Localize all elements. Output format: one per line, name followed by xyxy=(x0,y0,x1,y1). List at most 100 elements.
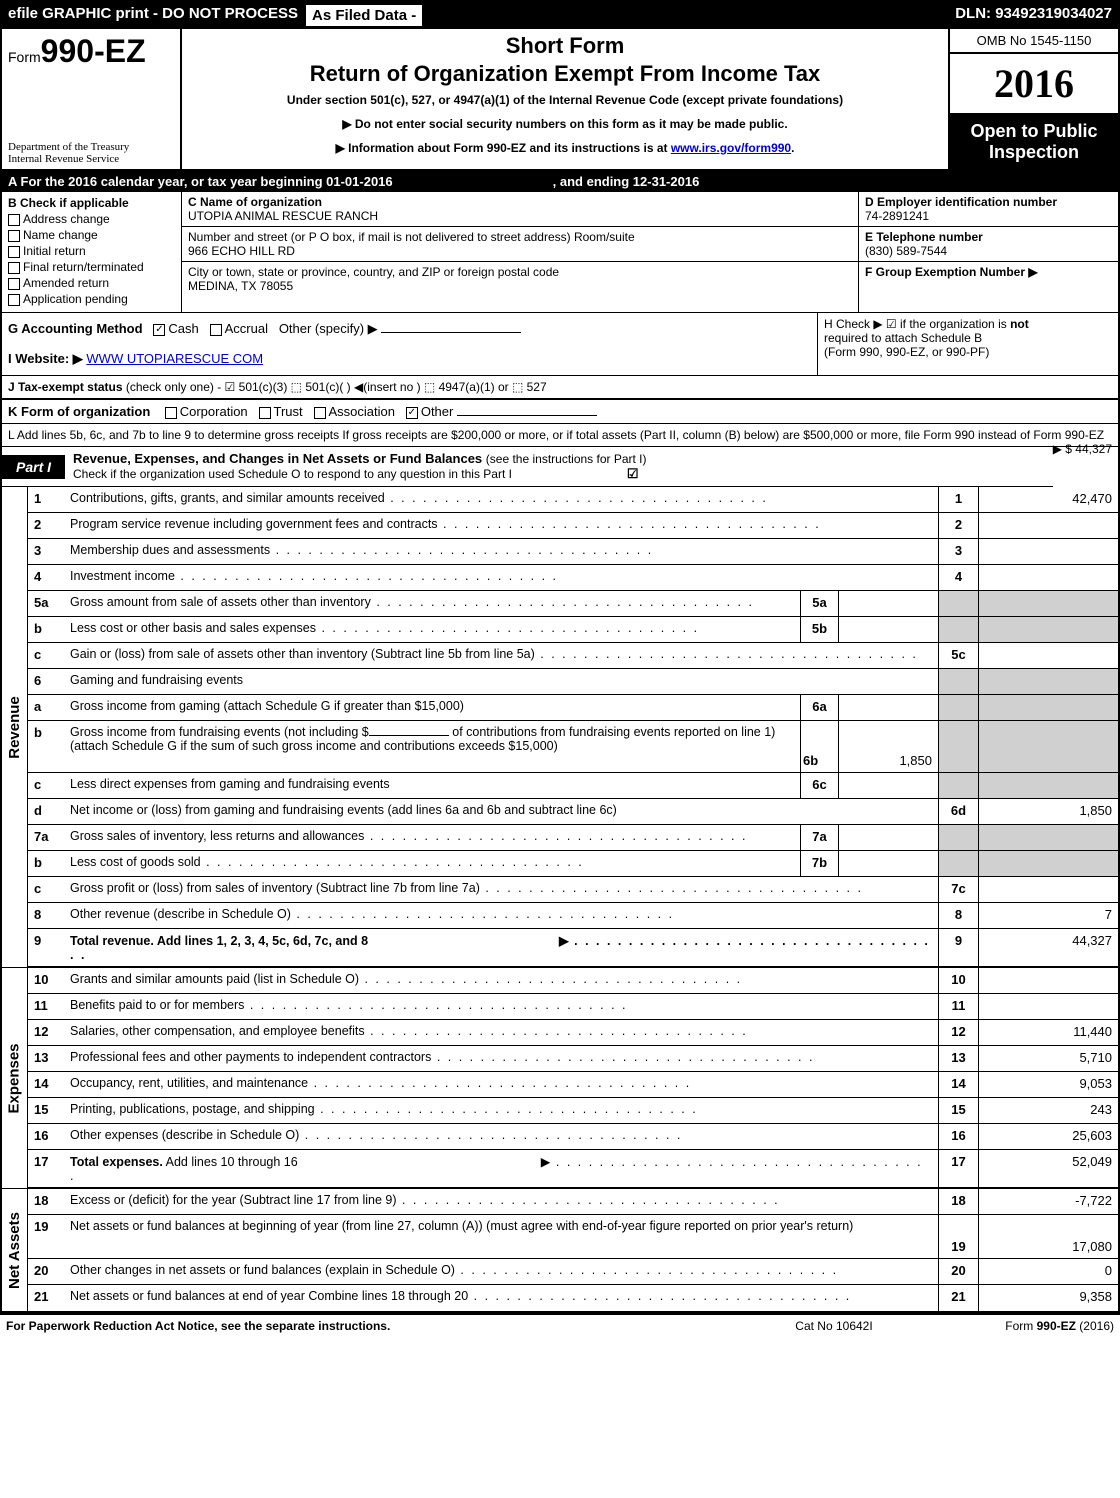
org-name: UTOPIA ANIMAL RESCUE RANCH xyxy=(188,209,852,223)
revenue-section: Revenue 1 Contributions, gifts, grants, … xyxy=(2,487,1118,967)
tax-year: 2016 xyxy=(950,54,1118,115)
accounting-method-label: G Accounting Method xyxy=(8,321,143,336)
line-18-value: -7,722 xyxy=(978,1189,1118,1214)
line-15: 15 Printing, publications, postage, and … xyxy=(28,1098,1118,1124)
group-exemption-label: F Group Exemption Number ▶ xyxy=(865,265,1112,279)
accrual-check[interactable] xyxy=(210,324,222,336)
expenses-side-label: Expenses xyxy=(2,968,28,1188)
line-9: 9 Total revenue. Add lines 1, 2, 3, 4, 5… xyxy=(28,929,1118,967)
part-1-badge: Part I xyxy=(2,455,65,479)
line-5c: c Gain or (loss) from sale of assets oth… xyxy=(28,643,1118,669)
line-12-value: 11,440 xyxy=(978,1020,1118,1045)
line-6b-value: 1,850 xyxy=(838,721,938,772)
trust-check[interactable] xyxy=(259,407,271,419)
form-subtitle: Under section 501(c), 527, or 4947(a)(1)… xyxy=(190,93,940,107)
phone-label: E Telephone number xyxy=(865,230,1112,244)
line-17-value: 52,049 xyxy=(978,1150,1118,1187)
dln-label: DLN: 93492319034027 xyxy=(949,2,1118,29)
line-20: 20 Other changes in net assets or fund b… xyxy=(28,1259,1118,1285)
as-filed-box: As Filed Data - xyxy=(304,3,424,28)
line-9-value: 44,327 xyxy=(978,929,1118,966)
dept-irs: Internal Revenue Service xyxy=(8,153,174,165)
line-6: 6 Gaming and fundraising events xyxy=(28,669,1118,695)
line-11: 11 Benefits paid to or for members 11 xyxy=(28,994,1118,1020)
line-16: 16 Other expenses (describe in Schedule … xyxy=(28,1124,1118,1150)
line-7a: 7a Gross sales of inventory, less return… xyxy=(28,825,1118,851)
line-6d: d Net income or (loss) from gaming and f… xyxy=(28,799,1118,825)
line-19-value: 17,080 xyxy=(978,1215,1118,1258)
line-1-value: 42,470 xyxy=(978,487,1118,512)
gross-receipts-amount: ▶ $ 44,327 xyxy=(1053,442,1112,456)
city-state-zip: MEDINA, TX 78055 xyxy=(188,279,293,293)
line-17: 17 Total expenses. Add lines 10 through … xyxy=(28,1150,1118,1188)
form-number: Form990-EZ xyxy=(8,33,174,70)
section-b: B Check if applicable Address change Nam… xyxy=(2,192,1118,313)
line-10: 10 Grants and similar amounts paid (list… xyxy=(28,968,1118,994)
irs-link[interactable]: www.irs.gov/form990 xyxy=(671,141,791,155)
other-org-check[interactable]: ✓ xyxy=(406,407,418,419)
header-right: OMB No 1545-1150 2016 Open to Public Ins… xyxy=(948,29,1118,169)
line-21: 21 Net assets or fund balances at end of… xyxy=(28,1285,1118,1311)
line-2: 2 Program service revenue including gove… xyxy=(28,513,1118,539)
name-change-check[interactable]: Name change xyxy=(8,228,175,242)
form-title: Return of Organization Exempt From Incom… xyxy=(190,61,940,87)
section-b-org-info: C Name of organization UTOPIA ANIMAL RES… xyxy=(182,192,858,312)
form-header: Form990-EZ Department of the Treasury In… xyxy=(2,29,1118,171)
header-mid: Short Form Return of Organization Exempt… xyxy=(182,29,948,169)
line-16-value: 25,603 xyxy=(978,1124,1118,1149)
website-link[interactable]: WWW UTOPIARESCUE COM xyxy=(86,351,263,366)
line-21-value: 9,358 xyxy=(978,1285,1118,1311)
section-b-checkboxes: B Check if applicable Address change Nam… xyxy=(2,192,182,312)
footer: For Paperwork Reduction Act Notice, see … xyxy=(0,1313,1120,1337)
phone-value: (830) 589-7544 xyxy=(865,244,1112,258)
form-version: Form 990-EZ (2016) xyxy=(934,1319,1114,1333)
c-name-label: C Name of organization xyxy=(188,195,852,209)
line-14-value: 9,053 xyxy=(978,1072,1118,1097)
line-8-value: 7 xyxy=(978,903,1118,928)
net-assets-side-label: Net Assets xyxy=(2,1189,28,1311)
cash-check[interactable]: ✓ xyxy=(153,324,165,336)
dept-treasury: Department of the Treasury xyxy=(8,141,174,153)
line-3: 3 Membership dues and assessments 3 xyxy=(28,539,1118,565)
application-pending-check[interactable]: Application pending xyxy=(8,292,175,306)
line-5b: b Less cost or other basis and sales exp… xyxy=(28,617,1118,643)
line-8: 8 Other revenue (describe in Schedule O)… xyxy=(28,903,1118,929)
row-k-org-form: K Form of organization Corporation Trust… xyxy=(2,400,1118,424)
final-return-check[interactable]: Final return/terminated xyxy=(8,260,175,274)
assoc-check[interactable] xyxy=(314,407,326,419)
amended-return-check[interactable]: Amended return xyxy=(8,276,175,290)
top-bar: efile GRAPHIC print - DO NOT PROCESS As … xyxy=(2,2,1118,29)
line-12: 12 Salaries, other compensation, and emp… xyxy=(28,1020,1118,1046)
ssn-notice: ▶ Do not enter social security numbers o… xyxy=(190,117,940,131)
open-public-badge: Open to Public Inspection xyxy=(950,115,1118,169)
line-4: 4 Investment income 4 xyxy=(28,565,1118,591)
short-form-title: Short Form xyxy=(190,33,940,59)
row-j-tax-exempt: J Tax-exempt status (check only one) - ☑… xyxy=(2,376,1118,400)
line-13-value: 5,710 xyxy=(978,1046,1118,1071)
corp-check[interactable] xyxy=(165,407,177,419)
expenses-section: Expenses 10 Grants and similar amounts p… xyxy=(2,967,1118,1188)
line-15-value: 243 xyxy=(978,1098,1118,1123)
cat-number: Cat No 10642I xyxy=(734,1319,934,1333)
row-a-calendar-year: A For the 2016 calendar year, or tax yea… xyxy=(2,171,1118,192)
row-g: G Accounting Method ✓Cash Accrual Other … xyxy=(2,313,1118,376)
line-1: 1 Contributions, gifts, grants, and simi… xyxy=(28,487,1118,513)
line-19: 19 Net assets or fund balances at beginn… xyxy=(28,1215,1118,1259)
address-change-check[interactable]: Address change xyxy=(8,212,175,226)
info-notice: ▶ Information about Form 990-EZ and its … xyxy=(190,141,940,155)
initial-return-check[interactable]: Initial return xyxy=(8,244,175,258)
revenue-side-label: Revenue xyxy=(2,487,28,967)
paperwork-notice: For Paperwork Reduction Act Notice, see … xyxy=(6,1319,734,1333)
line-6b: b Gross income from fundraising events (… xyxy=(28,721,1118,773)
line-18: 18 Excess or (deficit) for the year (Sub… xyxy=(28,1189,1118,1215)
part-1-title: Revenue, Expenses, and Changes in Net As… xyxy=(73,451,486,466)
line-6c: c Less direct expenses from gaming and f… xyxy=(28,773,1118,799)
line-7c: c Gross profit or (loss) from sales of i… xyxy=(28,877,1118,903)
line-6d-value: 1,850 xyxy=(978,799,1118,824)
row-l-gross-receipts: L Add lines 5b, 6c, and 7b to line 9 to … xyxy=(2,424,1118,447)
part-1-header: Part I Revenue, Expenses, and Changes in… xyxy=(2,447,1053,487)
line-14: 14 Occupancy, rent, utilities, and maint… xyxy=(28,1072,1118,1098)
efile-label: efile GRAPHIC print - DO NOT PROCESS xyxy=(2,2,304,29)
line-13: 13 Professional fees and other payments … xyxy=(28,1046,1118,1072)
form-prefix: Form xyxy=(8,49,41,65)
